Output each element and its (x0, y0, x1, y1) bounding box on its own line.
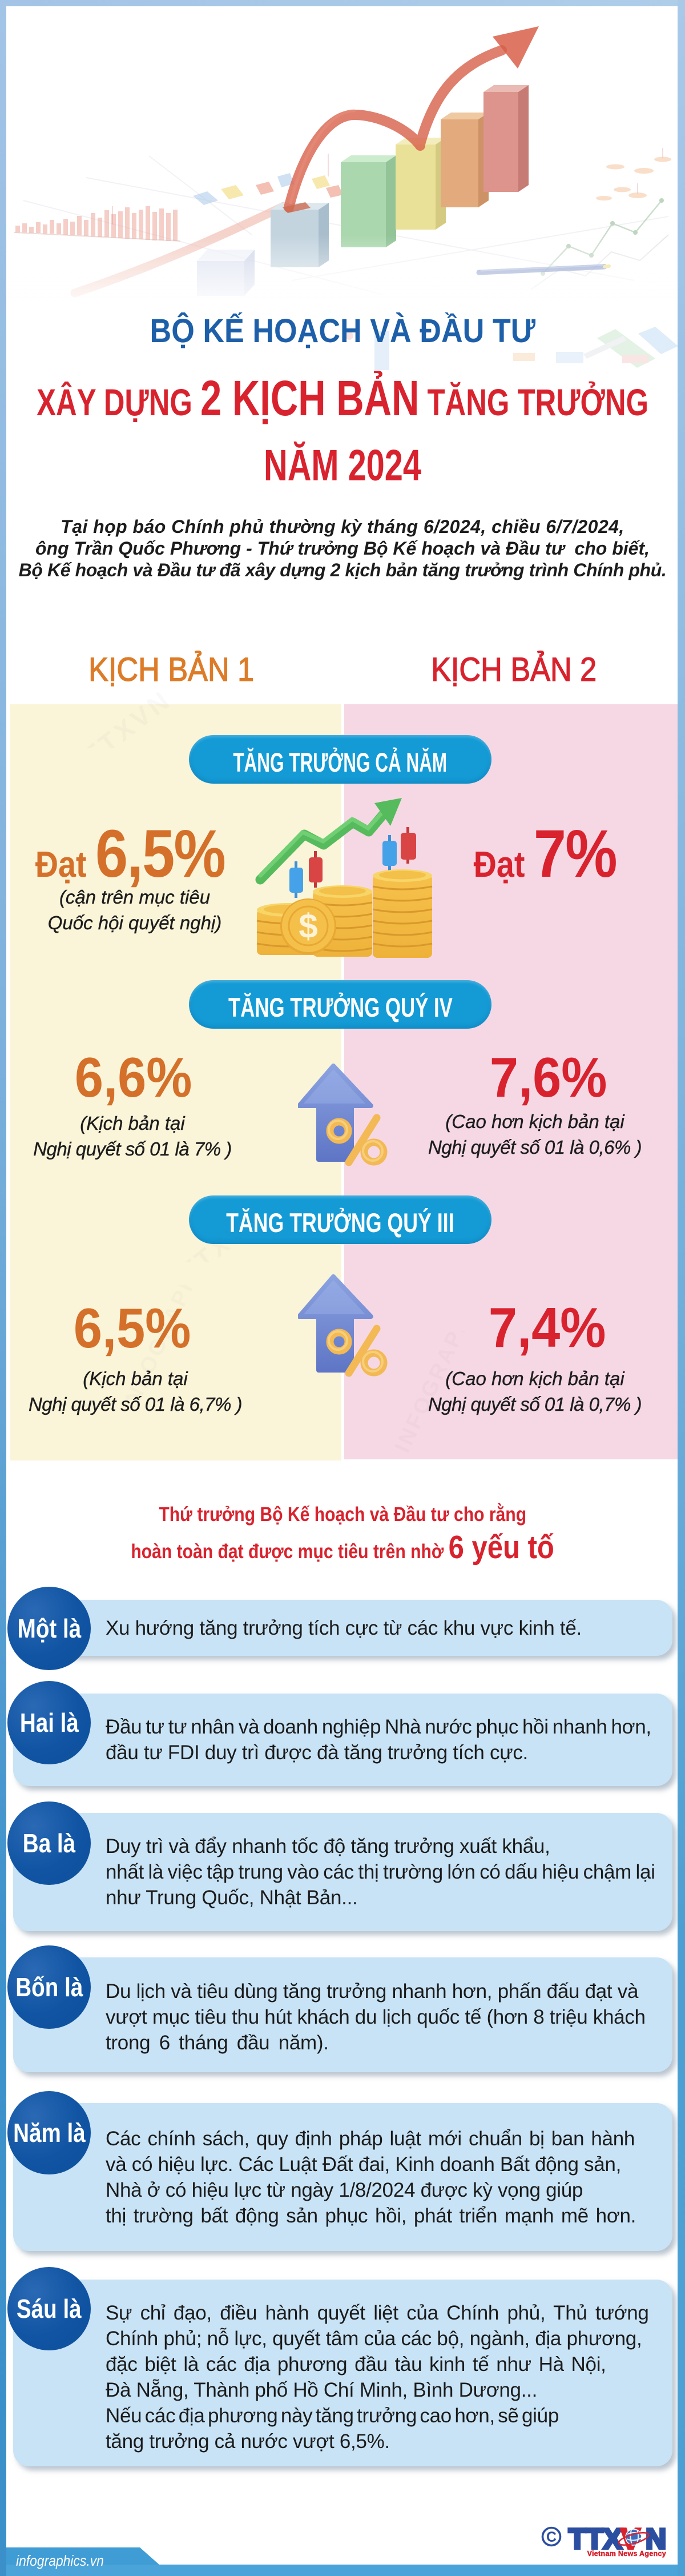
svg-text:$: $ (299, 907, 317, 945)
svg-text:C: C (546, 2529, 557, 2545)
svg-text:TTX: TTX (569, 2523, 622, 2555)
svg-text:Vietnam News Agency: Vietnam News Agency (587, 2550, 666, 2558)
svg-text:N: N (646, 2523, 666, 2555)
